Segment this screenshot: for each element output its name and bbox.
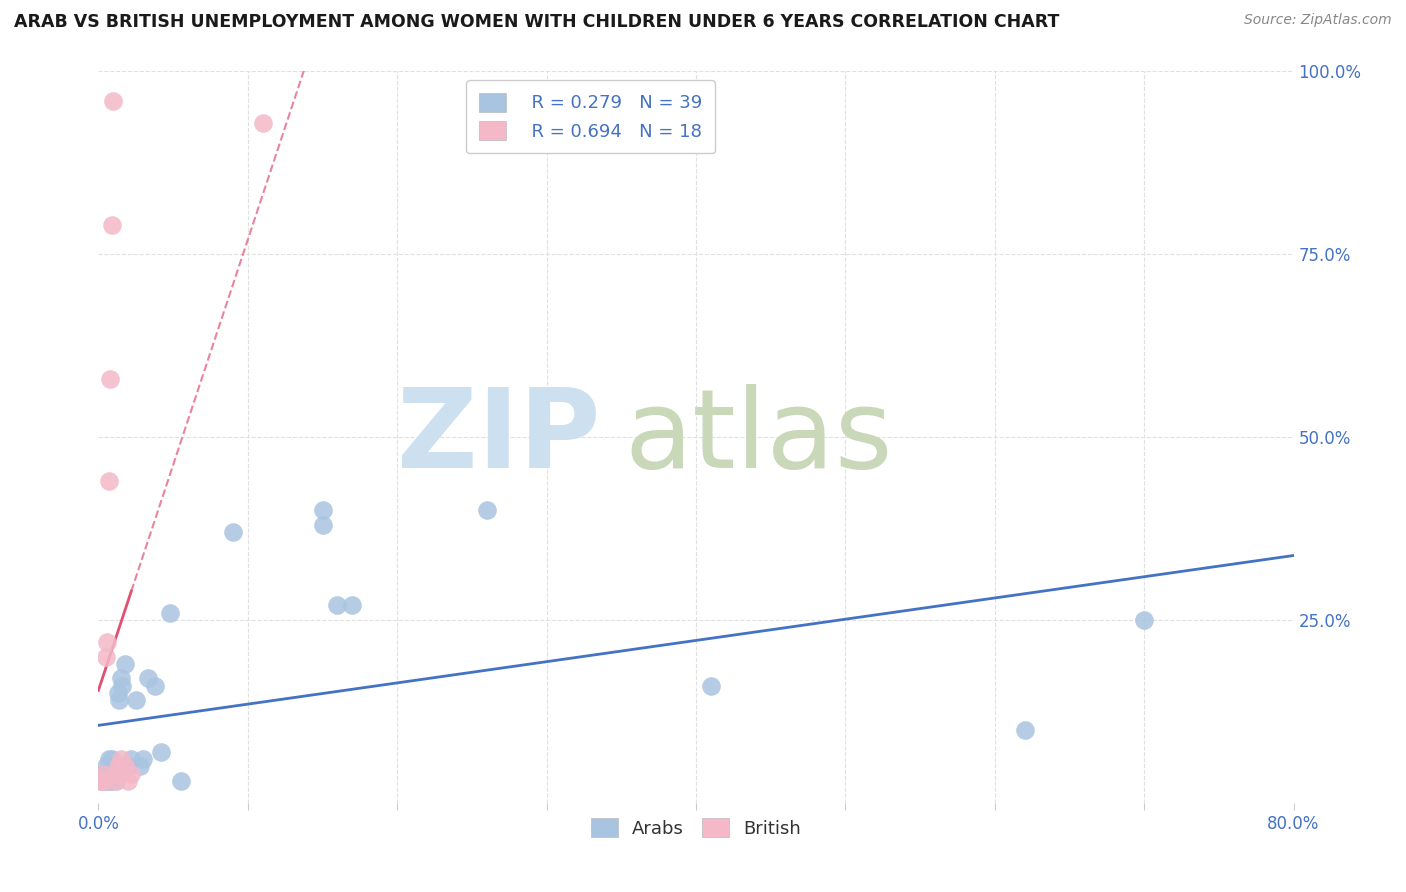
Point — [94, 773, 117, 788]
Point — [111, 766, 134, 780]
Point — [117, 759, 139, 773]
Point — [120, 752, 142, 766]
Point — [96, 766, 118, 780]
Point — [93, 773, 115, 788]
Point — [342, 599, 364, 613]
Point — [129, 759, 152, 773]
Point — [111, 679, 134, 693]
Legend: Arabs, British: Arabs, British — [583, 811, 808, 845]
Point — [97, 752, 120, 766]
Point — [136, 672, 159, 686]
Point — [101, 752, 124, 766]
Point — [104, 759, 127, 773]
Point — [105, 766, 128, 780]
Point — [311, 503, 333, 517]
Point — [169, 773, 191, 788]
Point — [101, 218, 124, 232]
Point — [1133, 613, 1156, 627]
Point — [103, 94, 125, 108]
Point — [326, 599, 349, 613]
Text: ZIP: ZIP — [396, 384, 600, 491]
Point — [112, 759, 135, 773]
Point — [105, 773, 128, 788]
Point — [91, 766, 114, 780]
Text: atlas: atlas — [624, 384, 893, 491]
Point — [108, 693, 131, 707]
Point — [90, 773, 112, 788]
Text: ARAB VS BRITISH UNEMPLOYMENT AMONG WOMEN WITH CHILDREN UNDER 6 YEARS CORRELATION: ARAB VS BRITISH UNEMPLOYMENT AMONG WOMEN… — [14, 13, 1060, 31]
Point — [94, 759, 117, 773]
Point — [94, 649, 117, 664]
Point — [1014, 723, 1036, 737]
Point — [110, 752, 132, 766]
Point — [311, 517, 333, 532]
Point — [107, 686, 129, 700]
Point — [110, 672, 132, 686]
Point — [150, 745, 173, 759]
Point — [700, 679, 723, 693]
Point — [96, 635, 118, 649]
Point — [107, 759, 129, 773]
Point — [475, 503, 498, 517]
Point — [125, 693, 148, 707]
Point — [90, 773, 112, 788]
Point — [114, 657, 136, 671]
Point — [104, 773, 127, 788]
Point — [252, 115, 274, 129]
Point — [97, 474, 120, 488]
Point — [93, 773, 115, 788]
Point — [98, 766, 122, 780]
Point — [159, 606, 181, 620]
Point — [117, 773, 139, 788]
Point — [103, 766, 125, 780]
Point — [98, 371, 122, 385]
Point — [120, 766, 142, 780]
Point — [101, 773, 124, 788]
Point — [114, 759, 136, 773]
Point — [91, 766, 114, 780]
Point — [132, 752, 155, 766]
Text: Source: ZipAtlas.com: Source: ZipAtlas.com — [1244, 13, 1392, 28]
Point — [143, 679, 166, 693]
Point — [222, 525, 245, 540]
Point — [97, 773, 120, 788]
